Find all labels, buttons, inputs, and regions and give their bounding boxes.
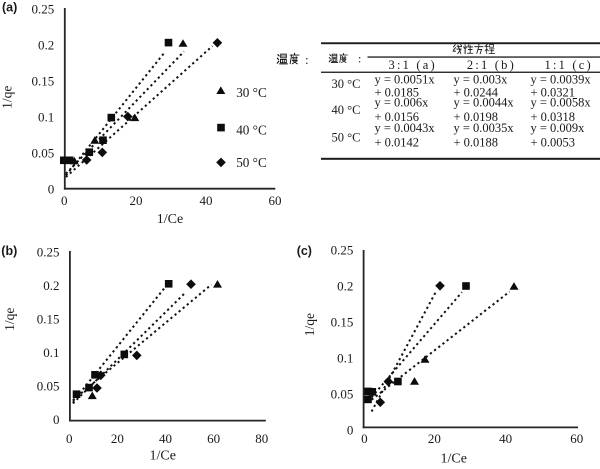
svg-text:0: 0 [347, 423, 354, 438]
svg-text:+ 0.0142: + 0.0142 [375, 136, 420, 150]
svg-text:(a): (a) [2, 1, 17, 15]
svg-text:0.2: 0.2 [43, 278, 59, 293]
svg-text:+ 0.0321: + 0.0321 [531, 86, 576, 100]
svg-text:40: 40 [200, 193, 213, 208]
svg-text:60: 60 [207, 431, 220, 446]
svg-text:+ 0.0188: + 0.0188 [454, 136, 499, 150]
svg-text:40 °C: 40 °C [332, 103, 361, 117]
svg-text:y = 0.0058x: y = 0.0058x [531, 96, 592, 110]
svg-text:0: 0 [66, 431, 73, 446]
svg-text:(b): (b) [1, 244, 17, 258]
svg-text:0: 0 [53, 412, 60, 427]
svg-text:0.2: 0.2 [337, 279, 353, 294]
svg-text:0.05: 0.05 [37, 379, 60, 394]
svg-text:0: 0 [361, 431, 368, 446]
svg-text:0.15: 0.15 [331, 315, 354, 330]
svg-text::: : [305, 52, 309, 67]
svg-text:y = 0.0039x: y = 0.0039x [531, 72, 592, 86]
svg-text:50 °C: 50 °C [236, 155, 267, 170]
svg-text:0.1: 0.1 [38, 110, 54, 125]
svg-text:2:1 (b): 2:1 (b) [467, 58, 516, 72]
svg-text:0: 0 [61, 193, 68, 208]
svg-text:30 °C: 30 °C [332, 77, 361, 91]
svg-text:0.1: 0.1 [43, 345, 59, 360]
svg-text:80: 80 [255, 431, 268, 446]
svg-text:+ 0.0198: + 0.0198 [454, 110, 499, 124]
svg-text:0.2: 0.2 [38, 38, 54, 53]
svg-text:40 °C: 40 °C [236, 122, 267, 137]
svg-text:0.15: 0.15 [31, 74, 54, 89]
svg-text:1/qe: 1/qe [0, 86, 15, 109]
svg-text:20: 20 [111, 431, 124, 446]
svg-text:1:1 (c): 1:1 (c) [545, 58, 593, 72]
svg-text:1/Ce: 1/Ce [157, 212, 183, 227]
svg-text:1/qe: 1/qe [302, 313, 317, 336]
svg-text:3:1 (a): 3:1 (a) [389, 58, 437, 72]
svg-text:(c): (c) [297, 244, 312, 258]
svg-text:0: 0 [48, 182, 55, 197]
svg-text:y = 0.009x: y = 0.009x [531, 121, 586, 135]
svg-text:40: 40 [499, 431, 512, 446]
svg-text:40: 40 [159, 431, 172, 446]
svg-text:y = 0.0051x: y = 0.0051x [375, 72, 436, 86]
svg-text:+ 0.0053: + 0.0053 [531, 136, 576, 150]
svg-text:y = 0.0035x: y = 0.0035x [454, 121, 515, 135]
svg-text:60: 60 [269, 193, 282, 208]
svg-text:60: 60 [570, 431, 583, 446]
svg-text:20: 20 [130, 193, 143, 208]
svg-text:1/qe: 1/qe [2, 308, 17, 331]
svg-text:+ 0.0318: + 0.0318 [531, 110, 576, 124]
svg-text:0.15: 0.15 [37, 312, 60, 327]
svg-text:0.25: 0.25 [331, 243, 354, 258]
svg-text:30 °C: 30 °C [236, 85, 267, 100]
svg-text:y = 0.006x: y = 0.006x [375, 96, 430, 110]
svg-text:50 °C: 50 °C [332, 131, 361, 145]
svg-text:1/Ce: 1/Ce [440, 452, 466, 467]
svg-text::: : [358, 52, 361, 66]
svg-text:y = 0.0044x: y = 0.0044x [454, 96, 515, 110]
svg-text:0.25: 0.25 [31, 1, 54, 16]
svg-text:20: 20 [428, 431, 441, 446]
svg-text:1/Ce: 1/Ce [149, 449, 175, 464]
svg-text:y = 0.0043x: y = 0.0043x [375, 121, 436, 135]
svg-text:0.05: 0.05 [31, 146, 54, 161]
svg-text:+ 0.0244: + 0.0244 [454, 86, 499, 100]
svg-text:0.05: 0.05 [331, 387, 354, 402]
svg-text:+ 0.0156: + 0.0156 [375, 110, 420, 124]
svg-text:y = 0.003x: y = 0.003x [454, 72, 509, 86]
svg-text:0.25: 0.25 [37, 244, 60, 259]
svg-text:0.1: 0.1 [337, 351, 353, 366]
svg-text:+ 0.0185: + 0.0185 [375, 86, 420, 100]
